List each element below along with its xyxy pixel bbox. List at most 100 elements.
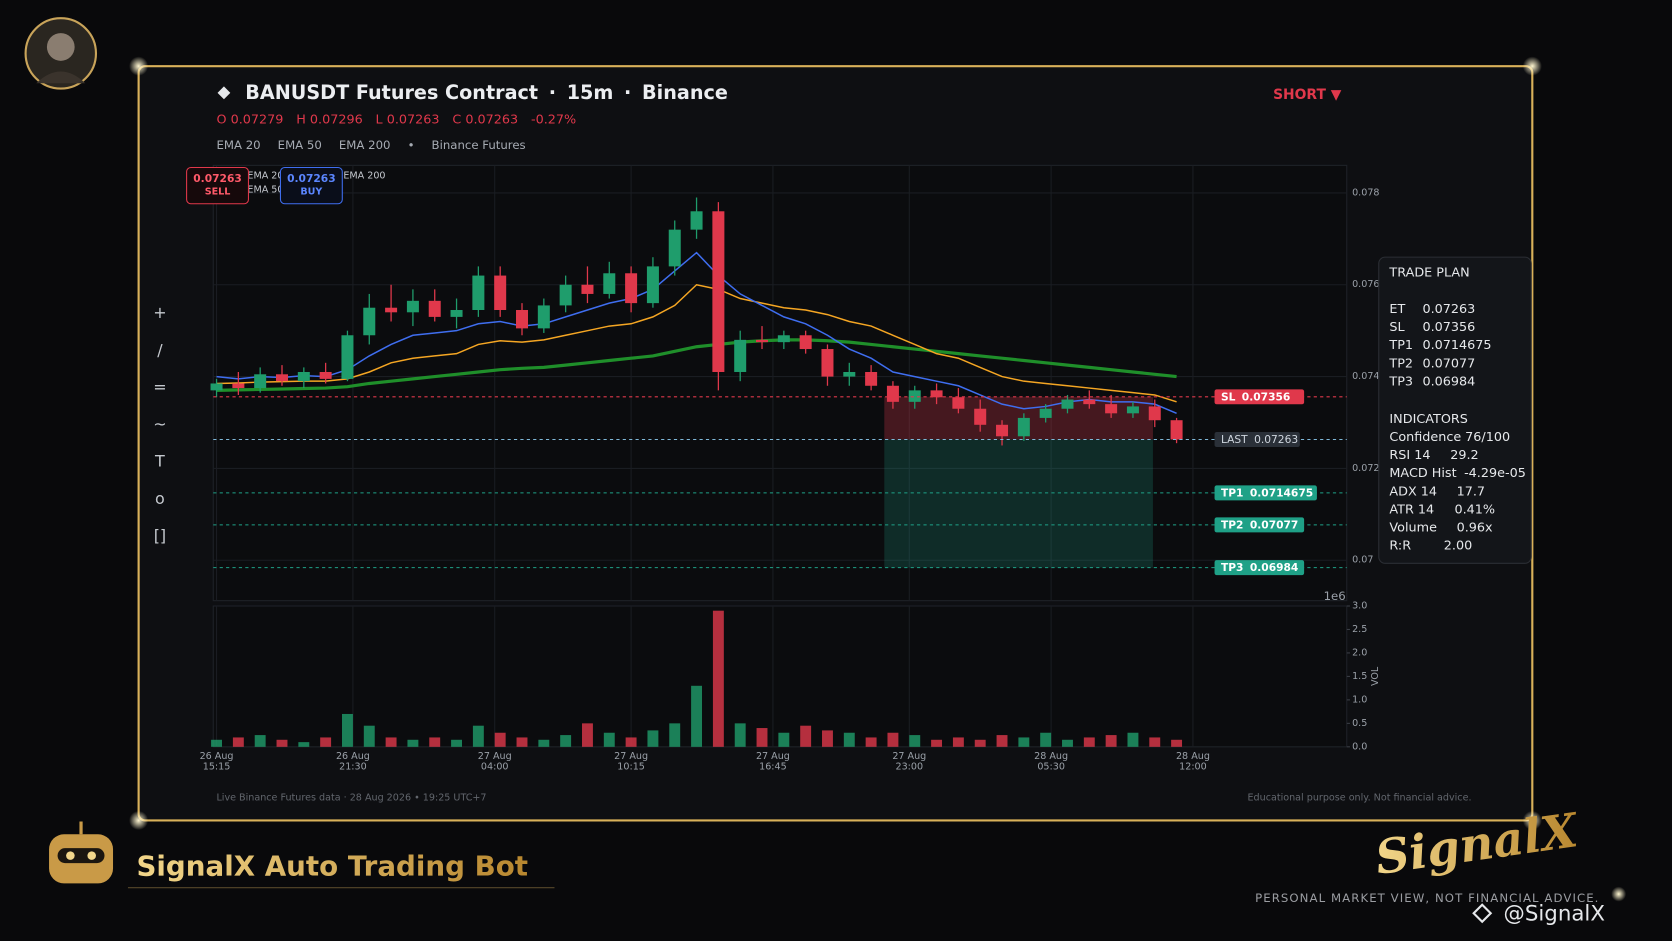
indicator-label: ATR 14: [1389, 502, 1434, 517]
candle-body: [865, 371, 878, 386]
y-tick-label: 0.07: [1352, 555, 1373, 566]
candle-body: [821, 349, 834, 377]
price-tag: [1214, 517, 1305, 533]
candle-body: [930, 390, 943, 398]
volume-bar: [603, 732, 615, 747]
indicator-label: Volume: [1389, 521, 1437, 536]
price-tag-value: 0.07263: [1254, 433, 1298, 446]
price-tag-text: LAST 0.07263: [1221, 433, 1298, 446]
price-tag: [1214, 432, 1300, 447]
price-tag-text: TP3 0.06984: [1221, 561, 1298, 574]
price-tag-text: TP2 0.07077: [1221, 518, 1298, 531]
ema-line: [216, 338, 1177, 392]
tool-button[interactable]: +: [153, 303, 166, 322]
plan-title: TRADE PLAN: [1388, 266, 1469, 281]
candle-body: [668, 229, 681, 267]
frame-spark: [129, 56, 149, 76]
candle-body: [625, 273, 638, 304]
candle-body: [712, 211, 725, 372]
scale-label: 1e6: [1324, 589, 1346, 603]
x-tick-time: 15:15: [203, 762, 231, 773]
price-tag-label: LAST: [1221, 433, 1248, 446]
candle-body: [341, 335, 354, 379]
volume-bar: [472, 725, 484, 747]
sell-button[interactable]: [186, 166, 249, 205]
volume-bar: [1040, 732, 1052, 747]
tool-button[interactable]: o: [155, 489, 165, 508]
candle-body: [1083, 399, 1096, 405]
price-tag: [1214, 389, 1305, 405]
candle-body: [363, 307, 376, 336]
ohlc-item: L 0.07263: [376, 112, 440, 127]
chart-legend-item: EMA 50: [247, 184, 283, 195]
tool-button[interactable]: T: [154, 452, 165, 471]
footer-left: Live Binance Futures data · 28 Aug 2026 …: [216, 793, 486, 804]
candle-body: [254, 374, 267, 389]
price-tag-label: TP2: [1221, 518, 1243, 531]
volume-bar: [363, 725, 375, 747]
volume-bar: [407, 739, 419, 747]
tool-button[interactable]: /: [157, 340, 163, 359]
volume-bar: [909, 735, 921, 747]
side-toggle[interactable]: SHORT ▼: [1273, 87, 1342, 103]
indicator-label: Confidence: [1389, 430, 1461, 445]
candle-body: [1170, 420, 1183, 440]
handle-icon: [1472, 903, 1493, 924]
tool-button[interactable]: []: [154, 526, 166, 545]
volume-bar: [712, 610, 724, 747]
indicator-value: 2.00: [1444, 539, 1472, 554]
indicator-value: 0.96x: [1457, 521, 1493, 536]
x-tick-date: 26 Aug: [200, 751, 234, 762]
volume-bar: [1018, 737, 1030, 747]
indicator-value: 76/100: [1465, 430, 1510, 445]
volume-bar: [952, 737, 964, 747]
tool-button[interactable]: ~: [153, 415, 166, 434]
price-tag: [1214, 485, 1317, 501]
indicator-value: 0.41%: [1454, 502, 1495, 517]
reward-zone: [884, 439, 1153, 568]
ohlc-line: O 0.07279 H 0.07296 L 0.07263 C 0.07263 -0.2…: [216, 112, 576, 127]
volume-bar: [516, 737, 528, 747]
volume-bar: [298, 742, 310, 747]
candle-body: [1105, 404, 1118, 414]
footer-right: Educational purpose only. Not financial …: [1248, 793, 1472, 804]
plan-label: TP2: [1388, 356, 1413, 371]
volume-bar: [582, 723, 593, 747]
ohlc-item: C 0.07263: [452, 112, 518, 127]
candle-body: [603, 273, 616, 294]
candle-body: [406, 300, 419, 313]
buy-button[interactable]: [279, 166, 343, 205]
chart-legend-item: EMA 200: [343, 171, 385, 182]
volume-axis-label: VOL: [1370, 666, 1381, 686]
volume-bar: [1171, 739, 1183, 747]
y-tick-label: 0.074: [1352, 371, 1379, 382]
x-tick-time: 05:30: [1037, 762, 1065, 773]
plan-indicators-title: INDICATORS: [1389, 412, 1467, 427]
indicator-value: -4.29e-05: [1464, 466, 1526, 481]
candle-body: [1039, 408, 1052, 418]
volume-bar: [931, 739, 943, 747]
candle-body: [516, 310, 529, 329]
volume-tick-label: 0.0: [1352, 741, 1367, 752]
volume-bar: [560, 735, 572, 747]
plan-label: TP3: [1388, 374, 1413, 389]
ema-line: [216, 283, 1177, 403]
volume-bar: [320, 737, 332, 747]
candle-body: [210, 383, 223, 391]
volume-bar: [232, 737, 244, 747]
volume-bar: [451, 739, 463, 747]
price-tag-label: TP1: [1221, 486, 1243, 499]
volume-bar: [1062, 739, 1073, 747]
brand-bot: SignalX Auto Trading Bot: [136, 849, 528, 882]
volume-tick-label: 3.0: [1352, 600, 1367, 611]
y-tick-label: 0.072: [1352, 463, 1379, 474]
volume-bar: [887, 732, 899, 747]
candle-body: [537, 305, 550, 329]
indicator-label: RSI 14: [1389, 448, 1430, 463]
volume-bar: [341, 713, 353, 747]
candle-body: [1061, 399, 1074, 409]
plan-value: 0.07077: [1422, 356, 1475, 371]
tool-button[interactable]: =: [153, 377, 166, 396]
x-tick-time: 16:45: [759, 762, 787, 773]
x-tick-date: 27 Aug: [892, 751, 926, 762]
